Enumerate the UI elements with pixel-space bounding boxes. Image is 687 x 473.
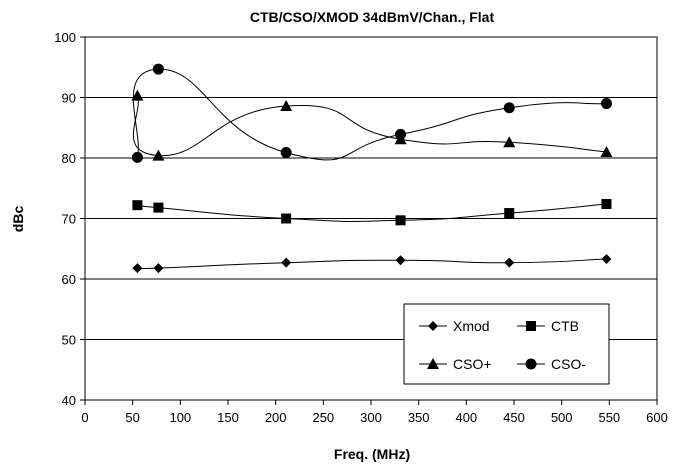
legend-item-xmod: Xmod xyxy=(419,318,490,334)
legend-label-ctb: CTB xyxy=(551,318,579,334)
series-cso-minus xyxy=(131,63,612,163)
y-axis-title: dBc xyxy=(10,206,26,233)
x-tick-label-0: 0 xyxy=(81,410,88,425)
legend-item-cso-minus: CSO- xyxy=(517,356,586,372)
x-tick-label-350: 350 xyxy=(408,410,430,425)
legend-label-cso-minus: CSO- xyxy=(551,356,586,372)
data-point-ctb-77 xyxy=(153,202,164,213)
series-xmod xyxy=(132,254,612,274)
series-ctb xyxy=(132,198,612,226)
data-point-cso-minus-211 xyxy=(280,147,292,159)
x-tick-label-250: 250 xyxy=(312,410,334,425)
data-point-xmod-331 xyxy=(395,255,406,266)
data-point-cso-plus-55 xyxy=(131,89,144,101)
data-point-xmod-547 xyxy=(601,254,612,265)
data-point-xmod-445 xyxy=(504,257,515,268)
legend-label-cso-plus: CSO+ xyxy=(453,356,492,372)
x-tick-label-600: 600 xyxy=(646,410,668,425)
legend-item-ctb: CTB xyxy=(517,318,579,334)
legend: Xmod CTB CSO+ CSO- xyxy=(403,303,610,385)
y-tick-label-70: 70 xyxy=(62,212,76,227)
data-point-ctb-55 xyxy=(132,200,143,211)
data-point-cso-minus-445 xyxy=(503,102,515,114)
data-point-cso-minus-331 xyxy=(395,128,407,140)
y-tick-label-100: 100 xyxy=(54,30,76,45)
legend-marker-ctb xyxy=(526,321,536,331)
legend-box xyxy=(403,303,610,385)
data-point-xmod-77 xyxy=(153,263,164,274)
series-group xyxy=(131,63,613,274)
legend-label-xmod: Xmod xyxy=(453,318,490,334)
chart-title: CTB/CSO/XMOD 34dBmV/Chan., Flat xyxy=(250,9,495,25)
x-axis-title: Freq. (MHz) xyxy=(334,446,410,462)
legend-marker-cso-minus xyxy=(525,358,537,370)
legend-marker-cso-plus xyxy=(427,358,439,369)
x-tick-label-400: 400 xyxy=(455,410,477,425)
data-point-cso-plus-211 xyxy=(280,99,293,111)
y-tick-label-60: 60 xyxy=(62,272,76,287)
x-tick-label-450: 450 xyxy=(503,410,525,425)
x-tick-label-150: 150 xyxy=(217,410,239,425)
data-point-ctb-547 xyxy=(601,198,612,209)
x-tick-label-50: 50 xyxy=(125,410,139,425)
x-tick-label-500: 500 xyxy=(551,410,573,425)
data-point-cso-minus-547 xyxy=(600,98,612,110)
data-point-ctb-331 xyxy=(395,215,406,226)
data-point-cso-minus-55 xyxy=(131,151,143,163)
data-point-ctb-211 xyxy=(281,213,292,224)
y-tick-label-50: 50 xyxy=(62,333,76,348)
data-point-cso-plus-547 xyxy=(600,145,613,157)
x-tick-label-300: 300 xyxy=(360,410,382,425)
legend-item-cso-plus: CSO+ xyxy=(419,356,492,372)
data-point-xmod-211 xyxy=(281,257,292,268)
y-tick-label-80: 80 xyxy=(62,151,76,166)
x-tick-label-200: 200 xyxy=(265,410,287,425)
legend-marker-xmod xyxy=(428,321,438,331)
series-line-xmod xyxy=(132,258,607,270)
data-point-xmod-55 xyxy=(132,263,143,274)
series-line-cso-minus xyxy=(132,68,607,161)
gridlines xyxy=(85,97,657,340)
x-tick-label-550: 550 xyxy=(598,410,620,425)
data-point-cso-plus-77 xyxy=(152,149,165,161)
data-point-cso-minus-77 xyxy=(152,63,164,75)
y-tick-label-90: 90 xyxy=(62,91,76,106)
data-point-cso-plus-445 xyxy=(503,136,516,148)
y-tick-label-40: 40 xyxy=(62,393,76,408)
data-point-ctb-445 xyxy=(504,208,515,219)
axis-ticks: 40 50 60 70 80 90 100 0 50 100 150 200 250 300 350 400 4… xyxy=(54,30,668,425)
x-tick-label-100: 100 xyxy=(169,410,191,425)
series-cso-plus xyxy=(131,89,613,161)
